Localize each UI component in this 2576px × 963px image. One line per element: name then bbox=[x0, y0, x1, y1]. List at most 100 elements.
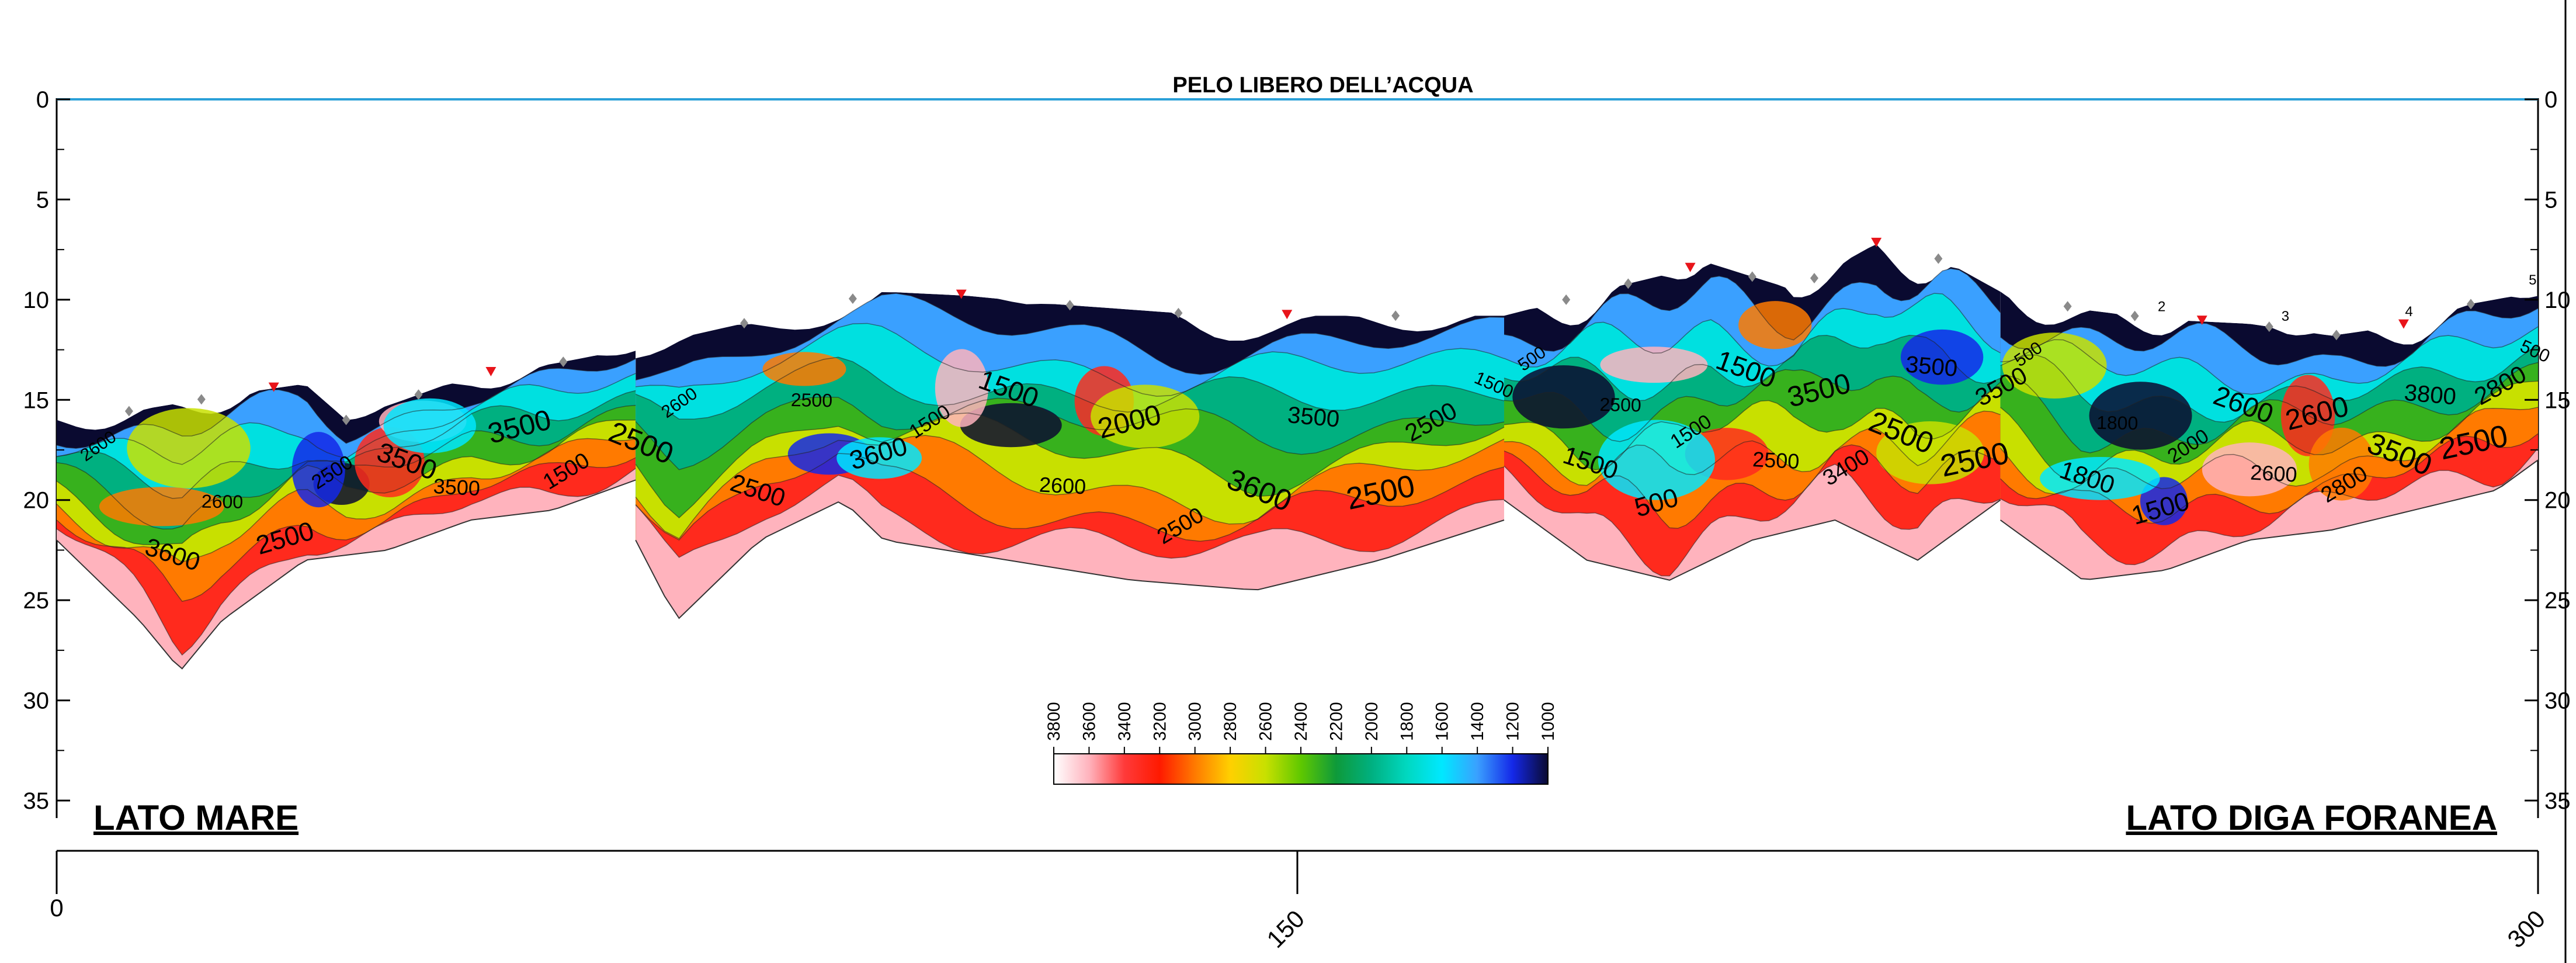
velocity-anomaly bbox=[2089, 382, 2192, 450]
marker-number: 2 bbox=[2158, 299, 2165, 314]
colorbar-label: 2400 bbox=[1292, 702, 1311, 741]
marker-number: 3 bbox=[2282, 309, 2289, 324]
contour-line bbox=[2000, 433, 2539, 524]
velocity-anomaly bbox=[127, 408, 251, 489]
velocity-anomaly bbox=[1738, 301, 1812, 349]
shot-marker bbox=[2398, 319, 2409, 329]
contour-line bbox=[2000, 407, 2539, 495]
contour-line bbox=[636, 323, 1505, 397]
velocity-anomaly bbox=[960, 403, 1062, 448]
colorbar-label: 2000 bbox=[1362, 702, 1381, 741]
chart-title: PELO LIBERO DELL’ACQUA bbox=[1172, 73, 1473, 98]
y-tick-label-left: 15 bbox=[23, 387, 50, 413]
colorbar-label: 1800 bbox=[1397, 702, 1417, 741]
y-tick-label-right: 30 bbox=[2544, 688, 2571, 714]
contour-lines bbox=[56, 268, 2539, 670]
geophone-marker bbox=[1934, 253, 1943, 264]
velocity-band bbox=[2000, 434, 2538, 580]
geophone-marker bbox=[2466, 299, 2475, 310]
section-bottom-line bbox=[1504, 499, 2001, 581]
y-tick-label-left: 35 bbox=[23, 788, 50, 814]
geophone-marker bbox=[2332, 330, 2341, 341]
geophone-marker bbox=[1562, 294, 1571, 305]
geophone-marker bbox=[1174, 307, 1183, 318]
contour-line bbox=[2000, 326, 2539, 395]
contour-label: 3500 bbox=[1287, 402, 1341, 432]
contour-line bbox=[2000, 362, 2539, 453]
contour-label: 3500 bbox=[1904, 352, 1958, 382]
contour-line bbox=[635, 356, 1505, 420]
geophone-marker bbox=[2130, 310, 2139, 321]
geophone-marker bbox=[124, 406, 133, 417]
colorbar-label: 1200 bbox=[1504, 702, 1523, 741]
geophone-marker bbox=[559, 356, 568, 368]
y-tick-label-right: 20 bbox=[2544, 488, 2571, 514]
shot-marker bbox=[268, 382, 279, 392]
velocity-anomaly bbox=[1900, 329, 1984, 385]
marker-number: 5 bbox=[2529, 272, 2536, 288]
section-2 bbox=[636, 292, 1504, 618]
section-4 bbox=[2000, 292, 2538, 580]
colorbar-label: 2600 bbox=[1256, 702, 1276, 741]
colorbar-label: 3600 bbox=[1079, 702, 1099, 741]
y-tick-label-left: 10 bbox=[23, 287, 50, 313]
contour-line bbox=[1504, 369, 2001, 442]
y-tick-label-left: 5 bbox=[36, 187, 49, 213]
x-tick-label: 150 bbox=[1261, 905, 1310, 953]
section-bottom-line bbox=[56, 479, 636, 670]
contour-label: 2500 bbox=[791, 389, 833, 411]
contour-line bbox=[635, 453, 1505, 542]
velocity-anomaly bbox=[1091, 384, 1200, 449]
y-tick-label-left: 20 bbox=[23, 488, 50, 514]
shot-marker bbox=[956, 289, 967, 299]
contour-line bbox=[56, 467, 636, 656]
y-tick-label-right: 35 bbox=[2544, 788, 2571, 814]
geophone-marker bbox=[1748, 271, 1756, 282]
geophone-marker bbox=[197, 394, 206, 405]
velocity-anomaly bbox=[99, 487, 224, 526]
colorbar-label: 3800 bbox=[1044, 702, 1064, 741]
contour-line bbox=[56, 438, 636, 563]
contour-line bbox=[2000, 345, 2539, 423]
velocity-anomaly bbox=[1512, 365, 1615, 429]
geophone-marker bbox=[1391, 310, 1400, 321]
colorbar-label: 3000 bbox=[1186, 702, 1205, 741]
contour-line bbox=[636, 293, 1505, 381]
contour-line bbox=[1504, 293, 2001, 368]
colorbar-labels: 3800 3600 3400 3200 3000 2800 2600 2400 2200 2000… bbox=[1044, 702, 1558, 754]
contour-line bbox=[1504, 444, 2001, 529]
velocity-anomaly bbox=[2040, 456, 2160, 500]
marker-number: 4 bbox=[2405, 304, 2412, 320]
contour-line bbox=[1504, 386, 2001, 470]
velocity-anomaly bbox=[291, 432, 345, 508]
contour-line bbox=[635, 396, 1505, 470]
velocity-anomaly bbox=[1600, 347, 1708, 383]
contour-line bbox=[1504, 463, 2001, 577]
contour-line bbox=[1504, 268, 2001, 352]
contour-label: 2500 bbox=[1752, 447, 1800, 473]
contour-label: 2500 bbox=[1599, 394, 1641, 415]
colorbar-label: 3200 bbox=[1150, 702, 1169, 741]
geophone-marker bbox=[1065, 300, 1074, 311]
contour-line bbox=[56, 404, 636, 530]
velocity-sections bbox=[57, 244, 2538, 669]
velocity-anomaly bbox=[2202, 442, 2297, 497]
y-tick-label-right: 0 bbox=[2544, 87, 2557, 113]
geophone-marker bbox=[1624, 278, 1633, 289]
shot-marker bbox=[485, 367, 497, 376]
contour-line bbox=[56, 420, 636, 545]
y-tick-label-left: 30 bbox=[23, 688, 50, 714]
velocity-anomaly bbox=[935, 349, 988, 427]
contour-label: 2600 bbox=[1039, 472, 1086, 498]
contour-line bbox=[635, 412, 1505, 519]
x-tick-label: 300 bbox=[2502, 905, 2550, 953]
contour-line bbox=[56, 373, 636, 465]
x-axis-ticks: 0 150 300 bbox=[50, 851, 2550, 953]
geophone-marker bbox=[740, 318, 749, 329]
geophone-marker bbox=[2063, 301, 2072, 312]
y-tick-label-right: 25 bbox=[2544, 588, 2571, 614]
geophone-marker bbox=[1810, 273, 1818, 283]
contour-line bbox=[56, 457, 636, 602]
section-3 bbox=[1504, 244, 2001, 580]
